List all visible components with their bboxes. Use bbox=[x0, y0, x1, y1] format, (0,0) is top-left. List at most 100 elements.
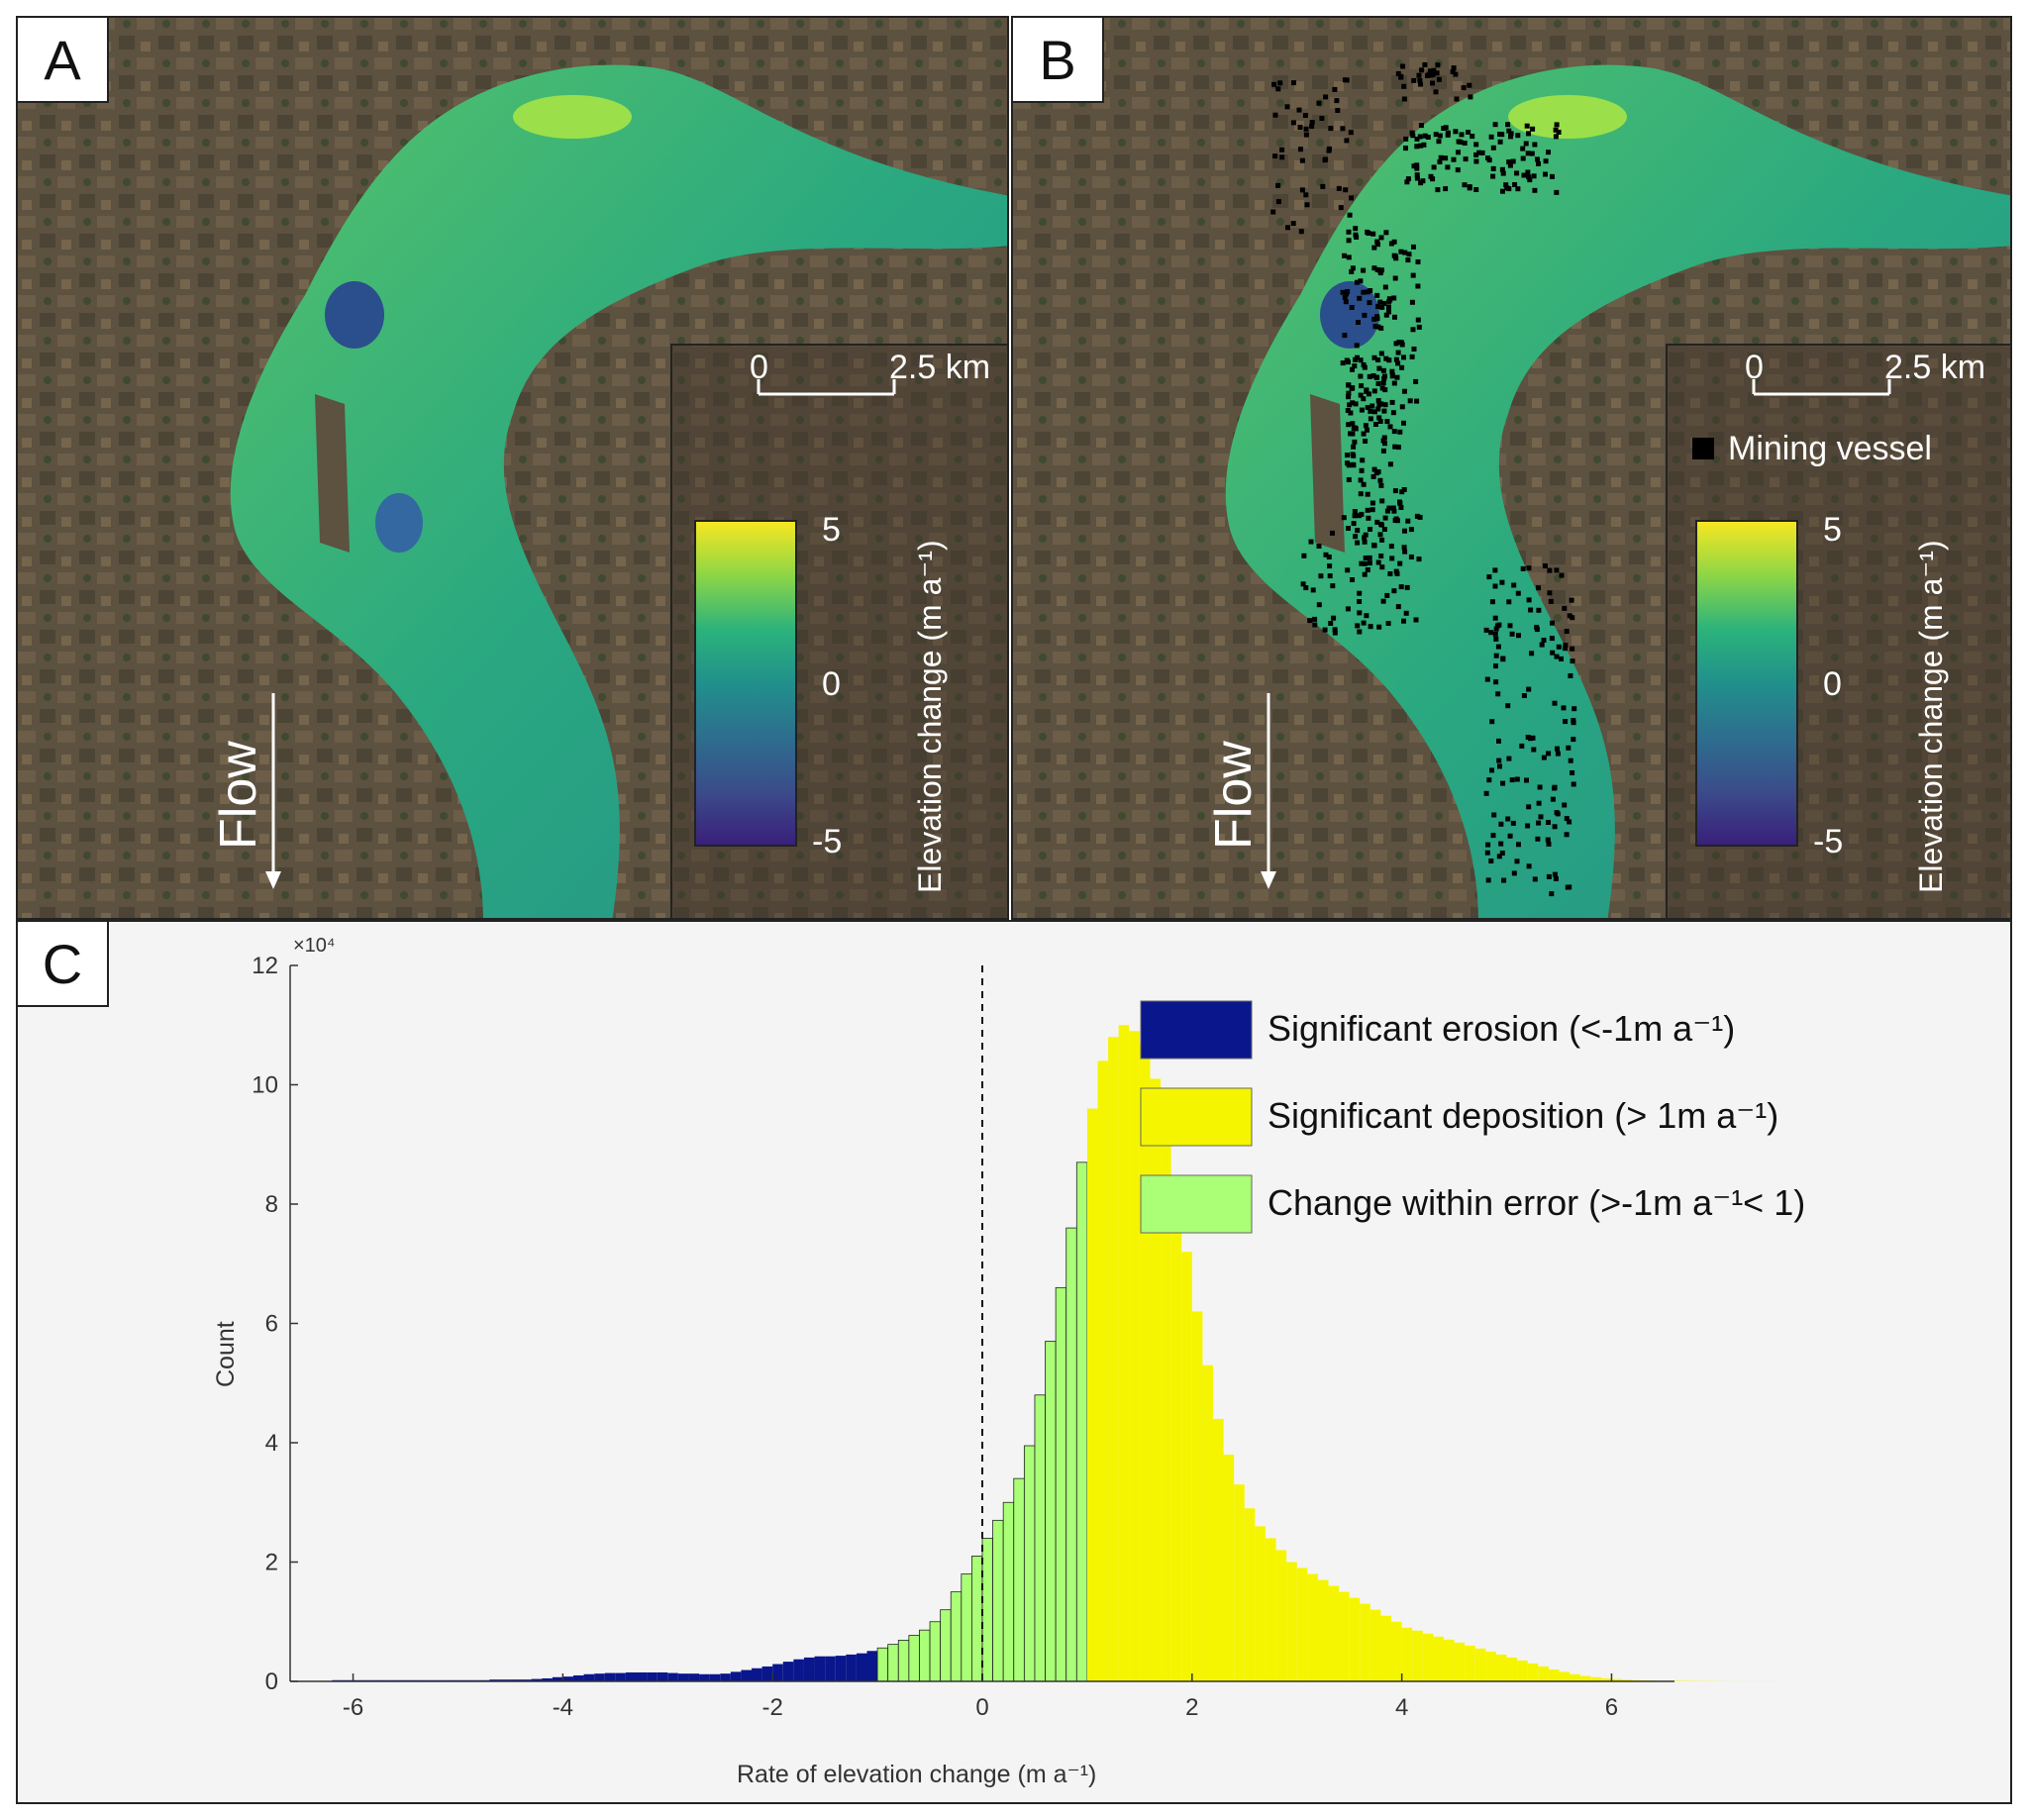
vessel-dot bbox=[1362, 560, 1368, 566]
histogram-bar bbox=[1570, 1673, 1580, 1681]
vessel-dot bbox=[1473, 158, 1479, 164]
vessel-dot bbox=[1489, 719, 1495, 725]
scale-start-label: 0 bbox=[1745, 349, 1764, 386]
vessel-dot bbox=[1365, 427, 1369, 433]
vessel-dot bbox=[1445, 132, 1451, 138]
histogram-bar bbox=[542, 1677, 553, 1681]
histogram-bar bbox=[825, 1656, 836, 1681]
histogram-bar bbox=[1454, 1642, 1466, 1681]
vessel-dot bbox=[1532, 187, 1538, 193]
vessel-dot bbox=[1271, 81, 1277, 87]
histogram-bar bbox=[1296, 1567, 1308, 1681]
histogram-bar bbox=[1391, 1621, 1402, 1681]
panel-letter-b: B bbox=[1013, 18, 1104, 103]
vessel-dot bbox=[1499, 579, 1505, 585]
vessel-dot bbox=[1405, 176, 1411, 182]
vessel-dot bbox=[1552, 824, 1558, 830]
vessel-dot bbox=[1359, 467, 1365, 473]
vessel-dot bbox=[1416, 72, 1422, 78]
vessel-dot bbox=[1379, 498, 1385, 504]
vessel-dot bbox=[1353, 356, 1358, 362]
vessel-dot bbox=[1350, 400, 1356, 406]
vessel-dot bbox=[1303, 126, 1309, 132]
colorbar-mid-label: 0 bbox=[822, 665, 841, 703]
vessel-dot bbox=[1331, 615, 1337, 621]
histogram-bar bbox=[741, 1669, 752, 1681]
vessel-dot bbox=[1350, 265, 1356, 271]
vessel-dot bbox=[1379, 564, 1385, 570]
vessel-dot bbox=[1529, 651, 1535, 657]
vessel-dot bbox=[1346, 477, 1352, 482]
vessel-dot bbox=[1398, 584, 1404, 590]
vessel-dot bbox=[1351, 521, 1357, 527]
histogram-bar bbox=[699, 1673, 710, 1681]
vessel-dot bbox=[1414, 398, 1420, 404]
vessel-dot bbox=[1570, 615, 1575, 621]
vessel-dot bbox=[1362, 571, 1368, 577]
histogram-bar bbox=[752, 1668, 762, 1681]
vessel-dot bbox=[1300, 581, 1306, 587]
vessel-dot bbox=[1405, 518, 1411, 524]
histogram-bar bbox=[1328, 1585, 1340, 1681]
vessel-dot bbox=[1389, 368, 1395, 374]
map-panel-b: 0 2.5 km Mining vessel 5 0 -5 Elevation … bbox=[1011, 16, 2012, 920]
vessel-dot bbox=[1411, 77, 1417, 83]
vessel-dot bbox=[1377, 270, 1383, 276]
vessel-dot bbox=[1373, 470, 1379, 476]
vessel-dot bbox=[1376, 267, 1382, 273]
vessel-dot bbox=[1344, 77, 1350, 83]
histogram-bar bbox=[1265, 1538, 1276, 1681]
vessel-dot bbox=[1506, 186, 1512, 192]
vessel-dot bbox=[1357, 590, 1363, 596]
vessel-dot bbox=[1450, 69, 1456, 74]
vessel-dot bbox=[1386, 357, 1392, 363]
vessel-dot bbox=[1516, 842, 1521, 848]
vessel-dot bbox=[1352, 363, 1358, 369]
vessel-dot bbox=[1272, 153, 1278, 159]
vessel-dot bbox=[1415, 259, 1421, 264]
vessel-dot bbox=[1377, 477, 1383, 483]
vessel-dot bbox=[1349, 195, 1354, 201]
vessel-dot bbox=[1297, 125, 1303, 131]
histogram-bar bbox=[1065, 1227, 1077, 1682]
vessel-dot bbox=[1347, 212, 1353, 218]
vessel-dot bbox=[1554, 122, 1560, 128]
flow-label: Flow bbox=[210, 741, 267, 850]
vessel-dot bbox=[1346, 238, 1352, 244]
histogram-bar bbox=[761, 1666, 773, 1681]
vessel-dot bbox=[1520, 155, 1526, 161]
histogram-bar bbox=[1191, 1311, 1203, 1681]
colorbar-b: 5 0 -5 Elevation change (m a⁻¹) bbox=[1695, 511, 1949, 893]
vessel-dot bbox=[1505, 703, 1511, 709]
vessel-dot bbox=[1304, 202, 1310, 208]
vessel-dot bbox=[1303, 585, 1309, 591]
vessel-dot bbox=[1545, 837, 1551, 843]
legend-swatch bbox=[1140, 1087, 1253, 1147]
vessel-dot bbox=[1361, 396, 1367, 402]
vessel-dot bbox=[1394, 374, 1400, 380]
vessel-dot bbox=[1550, 796, 1556, 802]
histogram-bar bbox=[1097, 1061, 1109, 1681]
vessel-dot bbox=[1402, 528, 1407, 534]
histogram-bar bbox=[594, 1673, 605, 1681]
colorbar-mid-label: 0 bbox=[1823, 665, 1842, 703]
vessel-dot bbox=[1409, 354, 1415, 359]
legend-label: Significant erosion (<-1m a⁻¹) bbox=[1268, 1008, 1735, 1049]
vessel-dot bbox=[1505, 122, 1511, 128]
flow-label: Flow bbox=[1205, 741, 1263, 850]
vessel-dot bbox=[1528, 607, 1534, 613]
vessel-dot bbox=[1270, 209, 1276, 215]
vessel-dot bbox=[1363, 556, 1369, 560]
vessel-dot bbox=[1391, 588, 1397, 594]
vessel-dot bbox=[1398, 249, 1404, 254]
vessel-dot bbox=[1492, 583, 1498, 589]
histogram-bar bbox=[688, 1673, 700, 1681]
vessel-dot bbox=[1512, 182, 1518, 187]
vessel-dot bbox=[1390, 410, 1396, 416]
vessel-dot bbox=[1361, 362, 1367, 367]
vessel-dot bbox=[1386, 505, 1392, 511]
histogram-bar bbox=[531, 1678, 543, 1681]
vessel-dot bbox=[1491, 812, 1497, 818]
vessel-dot bbox=[1401, 545, 1407, 551]
vessel-dot bbox=[1369, 500, 1375, 506]
